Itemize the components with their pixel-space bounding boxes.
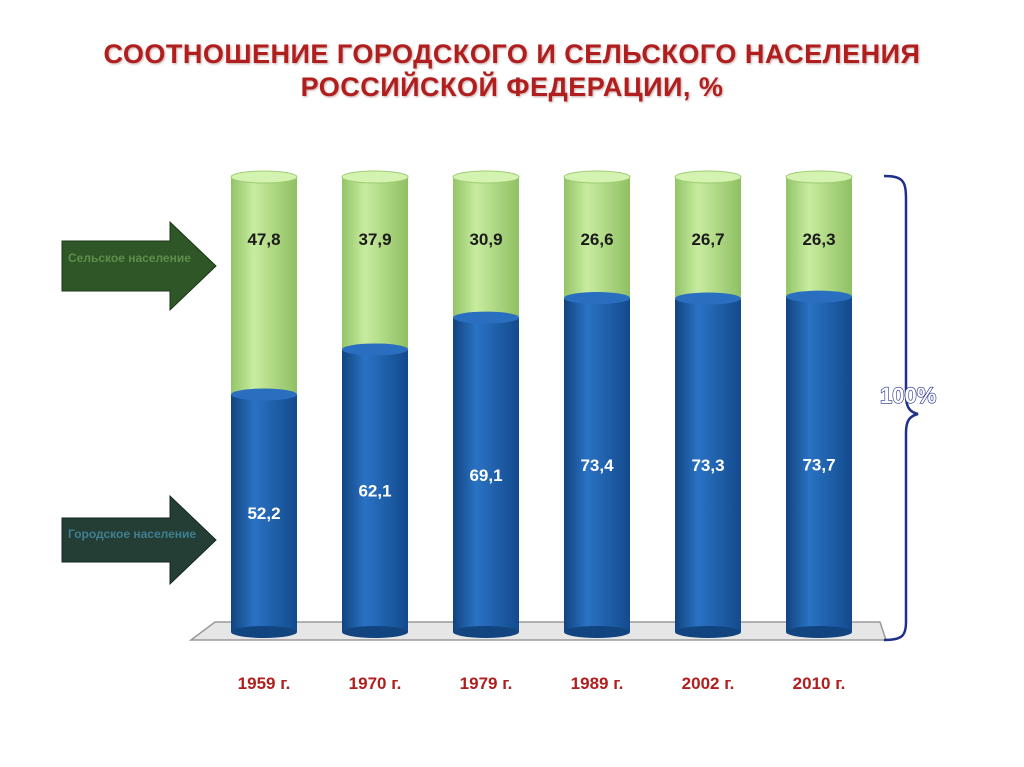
bar-split-cap-4 [675, 292, 741, 305]
bar-top-cap-1 [341, 170, 409, 184]
bar-top-cap-4 [674, 170, 742, 184]
bar-top-cap-2 [452, 170, 520, 184]
bar-bottom-cap-0 [231, 626, 297, 638]
bar-urban-1 [342, 349, 408, 632]
bar-bottom-cap-1 [342, 626, 408, 638]
bar-rural-5 [786, 177, 852, 297]
chart-title: СООТНОШЕНИЕ ГОРОДСКОГО И СЕЛЬСКОГО НАСЕЛ… [0, 38, 1024, 104]
value-label-rural-3: 26,6 [580, 230, 613, 249]
value-label-rural-2: 30,9 [469, 230, 502, 249]
bar-urban-4 [675, 298, 741, 632]
value-label-rural-1: 37,9 [358, 230, 391, 249]
total-label: 100% [880, 383, 936, 408]
bar-top-cap-5 [785, 170, 853, 184]
value-label-urban-5: 73,7 [802, 455, 835, 474]
category-label-5: 2010 г. [793, 674, 846, 693]
bar-split-cap-3 [564, 292, 630, 305]
category-label-4: 2002 г. [682, 674, 735, 693]
category-label-2: 1979 г. [460, 674, 513, 693]
bar-bottom-cap-5 [786, 626, 852, 638]
bars-layer: 52,2 47,8 62,1 37,9 69,1 30,9 73,4 26,6 73,3 26,7… [230, 170, 853, 638]
bar-top-cap-3 [563, 170, 631, 184]
legend-rural: Сельское население [61, 220, 217, 312]
value-label-urban-3: 73,4 [580, 456, 614, 475]
svg-text:Сельское население: Сельское население [68, 251, 191, 265]
category-labels: 1959 г. 1970 г. 1979 г. 1989 г. 2002 г. 2010 … [238, 674, 846, 693]
bar-bottom-cap-4 [675, 626, 741, 638]
bar-urban-5 [786, 296, 852, 632]
bar-split-cap-1 [342, 343, 408, 356]
value-label-rural-0: 47,8 [247, 230, 280, 249]
bar-urban-0 [231, 394, 297, 632]
total-bracket [883, 174, 919, 642]
bar-bottom-cap-3 [564, 626, 630, 638]
value-label-urban-4: 73,3 [691, 456, 724, 475]
bar-rural-2 [453, 177, 519, 318]
bar-rural-3 [564, 177, 630, 299]
bar-rural-0 [231, 177, 297, 395]
legend-urban: Городское население [61, 494, 217, 586]
legend-rural-arrow [61, 220, 217, 312]
bar-urban-3 [564, 298, 630, 632]
value-label-urban-0: 52,2 [247, 504, 280, 523]
legend-urban-arrow [61, 494, 217, 586]
chart-title-line-1: СООТНОШЕНИЕ ГОРОДСКОГО И СЕЛЬСКОГО НАСЕЛ… [103, 39, 921, 69]
legend-urban-label: Городское население [68, 527, 196, 541]
bar-urban-2 [453, 317, 519, 632]
bar-rural-4 [675, 177, 741, 299]
legend-rural-label: Сельское население [68, 251, 191, 265]
bar-rural-1 [342, 177, 408, 350]
bar-split-cap-0 [231, 388, 297, 401]
bar-split-cap-2 [453, 311, 519, 324]
svg-text:Городское население: Городское население [68, 527, 196, 541]
category-label-3: 1989 г. [571, 674, 624, 693]
value-label-urban-2: 69,1 [469, 466, 502, 485]
category-label-1: 1970 г. [349, 674, 402, 693]
value-label-urban-1: 62,1 [358, 482, 391, 501]
value-label-rural-5: 26,3 [802, 230, 835, 249]
chart-title-line-2: РОССИЙСКОЙ ФЕДЕРАЦИИ, % [300, 72, 724, 102]
bar-top-cap-0 [230, 170, 298, 184]
bar-split-cap-5 [786, 290, 852, 303]
category-label-0: 1959 г. [238, 674, 291, 693]
value-label-rural-4: 26,7 [691, 230, 724, 249]
bar-bottom-cap-2 [453, 626, 519, 638]
